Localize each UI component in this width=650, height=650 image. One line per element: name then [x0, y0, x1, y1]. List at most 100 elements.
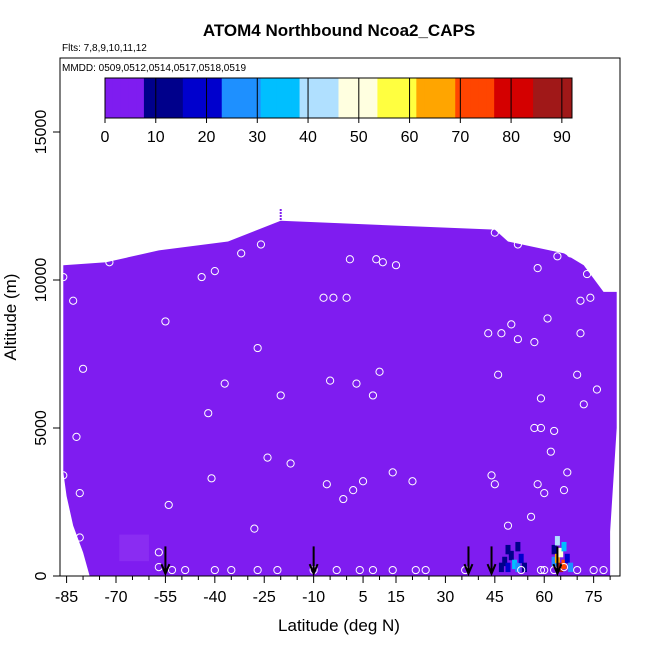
colorbar-segment	[431, 78, 441, 118]
colorbar-segment	[167, 78, 176, 118]
colorbar-segment	[330, 78, 339, 118]
colorbar-segment	[517, 78, 526, 118]
sample-point	[530, 423, 539, 433]
sample-point	[576, 296, 585, 305]
sample-point	[546, 447, 555, 456]
sample-point	[536, 394, 546, 403]
low-patch	[119, 534, 149, 562]
sample-point	[507, 320, 516, 329]
sample-point	[576, 329, 585, 338]
sample-point	[589, 565, 598, 575]
colorbar-segment	[455, 78, 464, 118]
sample-point	[573, 565, 582, 575]
colorbar-segment	[564, 78, 573, 118]
sample-point	[181, 565, 190, 575]
sample-point	[586, 293, 595, 302]
dates-note: MMDD: 0509,0512,0514,0517,0518,0519	[62, 63, 246, 74]
colorbar-segment	[237, 78, 246, 118]
x-tick-label: 5	[359, 589, 368, 606]
x-tick-label: -40	[203, 589, 226, 606]
sample-point	[540, 489, 549, 498]
hot-cell	[512, 559, 518, 570]
chart-title-group: ATOM4 Northbound Ncoa2_CAPS Flts: 7,8,9,…	[62, 21, 475, 54]
sample-point	[559, 486, 569, 495]
colorbar-segment	[377, 78, 386, 118]
flight-marker-arrow	[486, 546, 497, 577]
colorbar-segment	[486, 78, 495, 118]
colorbar-tick-label: 10	[147, 129, 165, 146]
sample-point	[355, 565, 364, 575]
sample-point	[167, 565, 177, 575]
sample-point	[263, 453, 272, 462]
colorbar-tick-label: 70	[451, 129, 469, 146]
sample-point	[349, 486, 358, 495]
sample-point	[553, 252, 562, 261]
colorbar: 0 10 20 30 40 50 60 70 80 90	[101, 77, 573, 146]
colorbar-segment	[392, 78, 402, 118]
sample-point	[154, 548, 163, 557]
x-tick-label: -55	[154, 589, 177, 606]
flight-marker-arrow	[463, 546, 474, 577]
sample-point	[592, 385, 602, 394]
sample-point	[352, 379, 361, 388]
sample-point	[536, 423, 546, 433]
sample-point	[566, 249, 575, 258]
sample-point	[69, 296, 78, 305]
sample-point	[256, 240, 266, 249]
colorbar-segment	[112, 78, 122, 118]
colorbar-segment	[206, 78, 215, 118]
sample-point	[253, 343, 262, 353]
sample-point	[391, 261, 401, 270]
sample-point	[326, 376, 335, 385]
sample-point	[368, 565, 378, 575]
colorbar-segment	[276, 78, 285, 118]
sample-point	[599, 565, 608, 575]
x-tick-label: -25	[253, 589, 276, 606]
colorbar-segment	[494, 78, 503, 118]
colorbar-segment	[221, 78, 231, 118]
colorbar-segment	[322, 78, 332, 118]
y-axis-title: Altitude (m)	[1, 274, 20, 361]
x-tick-label: 30	[437, 589, 455, 606]
colorbar-segment	[501, 78, 511, 118]
sample-point	[421, 565, 430, 575]
hot-cell	[561, 541, 567, 552]
colorbar-segment	[213, 78, 223, 118]
colorbar-segment	[346, 78, 355, 118]
y-tick-label: 0	[33, 571, 50, 580]
sample-point	[204, 409, 213, 418]
hot-cell	[498, 562, 504, 573]
sample-point	[536, 565, 546, 575]
sample-point	[332, 565, 341, 575]
sample-point	[273, 565, 282, 575]
hot-cell	[558, 547, 564, 558]
colorbar-segment	[354, 78, 363, 118]
flight-markers-layer	[160, 546, 563, 577]
flights-note: Flts: 7,8,9,10,11,12	[62, 43, 147, 54]
colorbar-segment	[229, 78, 238, 118]
colorbar-tick-label: 0	[101, 129, 110, 146]
colorbar-segment	[128, 78, 137, 118]
colorbar-segment	[190, 78, 199, 118]
sample-point	[543, 314, 552, 323]
sample-point	[210, 267, 219, 276]
sample-point	[161, 317, 170, 326]
colorbar-tick-label: 60	[401, 129, 419, 146]
colorbar-tick-label: 30	[248, 129, 266, 146]
x-tick-label: 75	[585, 589, 603, 606]
sample-point	[487, 471, 496, 480]
sample-point	[207, 474, 216, 483]
colorbar-segment	[509, 78, 519, 118]
x-axis: -85 -70 -55 -40 -25 -10 5 15 30 45 60 75	[55, 576, 611, 606]
colorbar-tick-label: 50	[350, 129, 368, 146]
x-tick-label: 15	[387, 589, 405, 606]
sample-point	[411, 565, 420, 575]
hot-cell	[518, 553, 524, 564]
colorbar-segment	[159, 78, 168, 118]
sample-point	[319, 293, 328, 302]
sample-point	[276, 391, 285, 400]
sample-point	[513, 240, 522, 249]
x-axis-title: Latitude (deg N)	[278, 616, 400, 635]
hot-cell	[505, 562, 511, 573]
colorbar-segment	[408, 78, 417, 118]
